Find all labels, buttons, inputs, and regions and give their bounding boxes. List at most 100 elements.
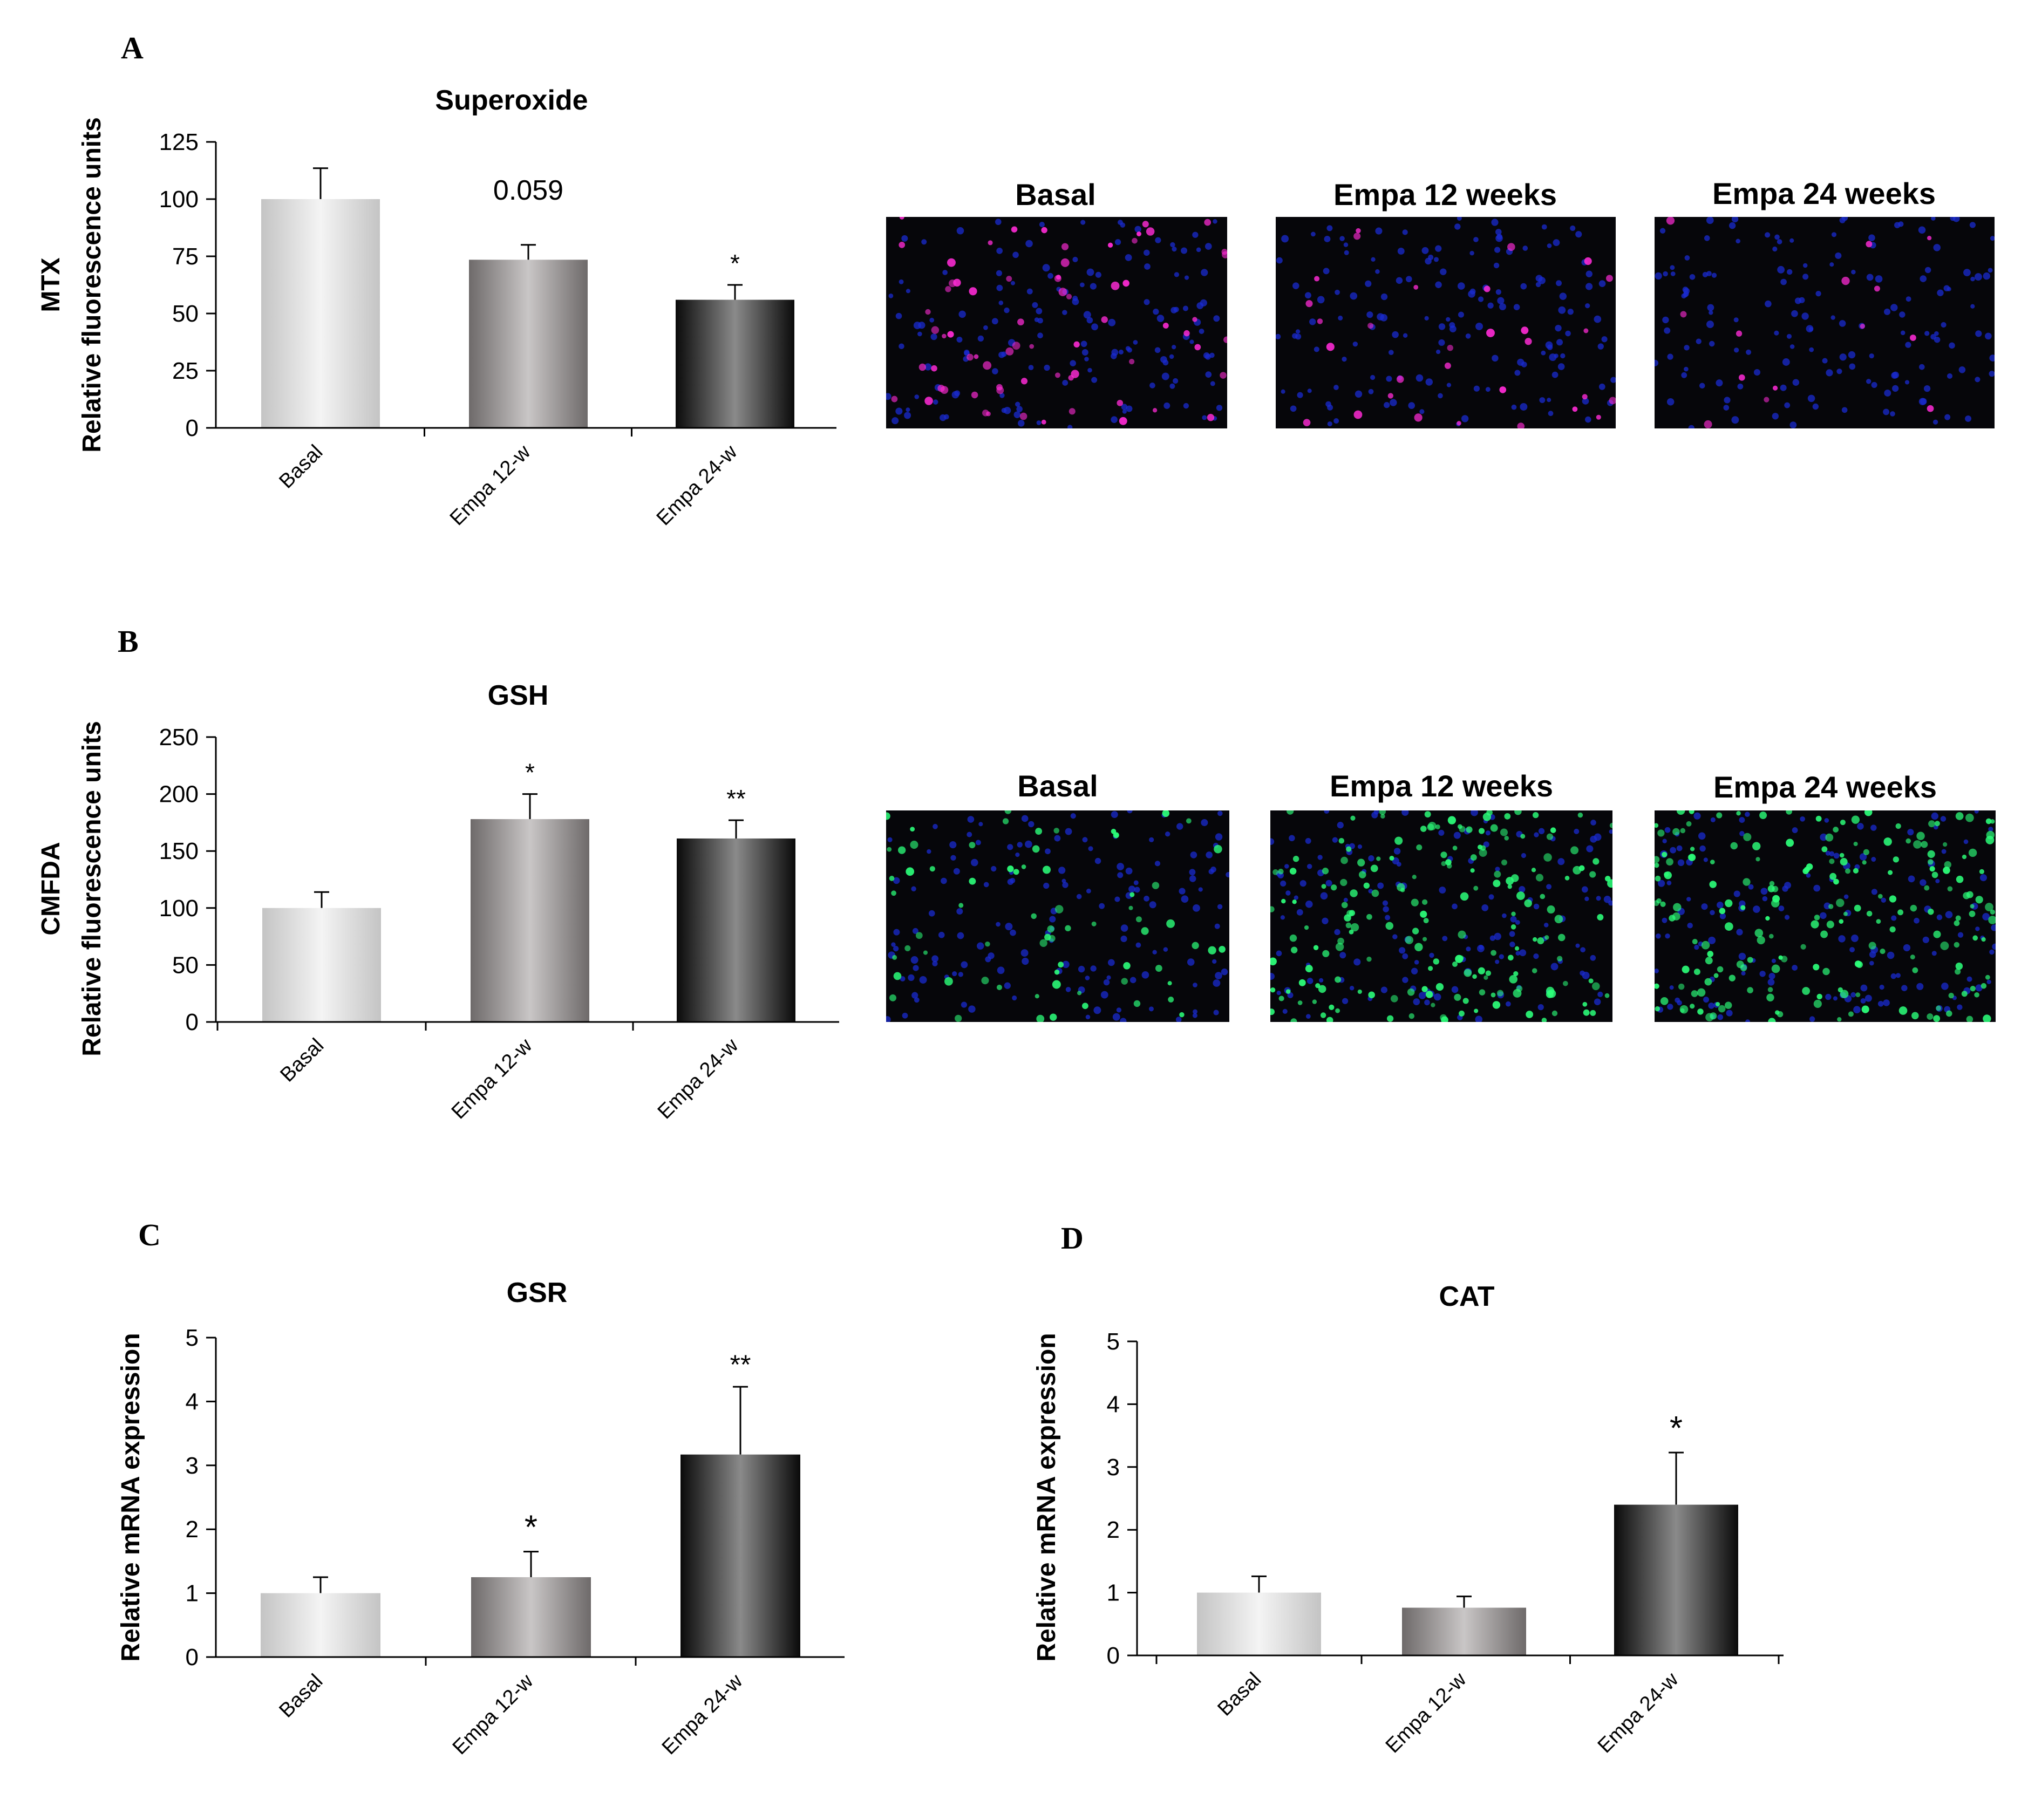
nucleus-dot [1860, 984, 1868, 992]
stained-cell-dot [1705, 957, 1713, 965]
nucleus-dot [1189, 875, 1196, 882]
y-tick-label-c-4: 4 [186, 1388, 199, 1415]
stained-cell-dot [906, 867, 915, 876]
nucleus-dot [1890, 973, 1897, 979]
stained-cell-dot [1781, 956, 1788, 963]
nucleus-dot [1789, 344, 1795, 349]
nucleus-dot [1741, 971, 1746, 976]
nucleus-dot [1025, 240, 1033, 248]
nucleus-dot [1711, 272, 1717, 278]
nucleus-dot [1339, 236, 1345, 241]
nucleus-dot [886, 1016, 891, 1022]
stained-cell-dot [1425, 991, 1433, 998]
nucleus-dot [1390, 399, 1397, 406]
nucleus-dot [950, 855, 956, 861]
stained-cell-dot [887, 847, 892, 852]
nucleus-dot [1494, 932, 1501, 940]
nucleus-dot [1806, 873, 1811, 878]
y-tick-label-c-0: 0 [186, 1644, 199, 1671]
stained-cell-dot [1278, 996, 1284, 1001]
y-tick-label-b-1: 50 [172, 952, 199, 978]
stained-cell-dot [1047, 925, 1054, 933]
stained-cell-dot [1520, 834, 1526, 839]
stained-cell-dot [1121, 978, 1128, 985]
nucleus-dot [1007, 844, 1013, 850]
stained-cell-dot [910, 841, 918, 849]
nucleus-dot [1944, 414, 1951, 420]
chart-title-a: Superoxide [435, 85, 588, 116]
x-tick-label-b-2: Empa 24-w [654, 1034, 743, 1123]
nucleus-dot [1120, 924, 1128, 932]
stained-cell-dot [1168, 996, 1174, 1003]
micro-title-a-12w: Empa 12 weeks [1333, 178, 1557, 212]
stained-cell-dot [1020, 378, 1028, 385]
nucleus-dot [1567, 309, 1574, 315]
nucleus-dot [1121, 404, 1128, 410]
nucleus-dot [1975, 984, 1983, 992]
nucleus-dot [1169, 383, 1175, 389]
stained-cell-dot [1728, 974, 1736, 981]
stained-cell-dot [1664, 871, 1669, 877]
nucleus-dot [1114, 896, 1120, 902]
nucleus-dot [1519, 949, 1527, 957]
nucleus-dot [1495, 289, 1502, 295]
stained-cell-dot [1041, 419, 1046, 425]
nucleus-dot [1812, 403, 1819, 410]
nucleus-dot [1497, 297, 1505, 304]
nucleus-dot [906, 407, 910, 412]
nucleus-dot [1597, 343, 1604, 350]
nucleus-dot [1728, 222, 1736, 229]
nucleus-dot [1365, 280, 1372, 287]
stained-cell-dot [1701, 940, 1710, 950]
y-tick-label-c-5: 5 [186, 1325, 199, 1351]
stained-cell-dot [1411, 898, 1419, 906]
nucleus-dot [1698, 832, 1706, 840]
nucleus-dot [1446, 383, 1452, 387]
stained-cell-dot [1054, 969, 1060, 975]
stained-cell-dot [1841, 276, 1850, 285]
y-tick-label-d-5: 5 [1107, 1328, 1120, 1355]
stained-cell-dot [1768, 933, 1774, 939]
stained-cell-dot [1219, 945, 1226, 953]
nucleus-dot [1319, 978, 1324, 983]
stained-cell-dot [1318, 985, 1326, 993]
nucleus-dot [1010, 877, 1016, 883]
stained-cell-dot [1564, 876, 1570, 881]
stained-cell-dot [1550, 827, 1556, 833]
nucleus-dot [1768, 973, 1775, 980]
nucleus-dot [1091, 323, 1098, 331]
stained-cell-dot [1470, 868, 1475, 873]
stained-cell-dot [1460, 892, 1469, 901]
stained-cell-dot [1192, 942, 1199, 950]
stained-cell-dot [1736, 811, 1741, 816]
nucleus-dot [1515, 920, 1520, 925]
nucleus-dot [1152, 950, 1157, 955]
stained-cell-dot [1420, 910, 1427, 918]
stained-cell-dot [1331, 884, 1337, 891]
nucleus-dot [904, 412, 911, 419]
nucleus-dot [1307, 388, 1312, 393]
nucleus-dot [1172, 247, 1177, 252]
stained-cell-dot [947, 331, 954, 338]
stained-cell-dot [1738, 374, 1745, 381]
stained-cell-dot [1719, 908, 1726, 915]
nucleus-dot [1072, 298, 1079, 305]
stained-cell-dot [1929, 866, 1935, 872]
nucleus-dot [1986, 979, 1991, 984]
stained-cell-dot [1431, 1003, 1435, 1007]
nucleus-dot [1704, 235, 1710, 241]
nucleus-dot [1495, 959, 1500, 964]
stained-cell-dot [1345, 922, 1352, 929]
nucleus-dot [977, 942, 984, 950]
stained-cell-dot [1441, 861, 1446, 867]
nucleus-dot [1539, 397, 1546, 404]
nucleus-dot [1662, 917, 1668, 923]
chart-cat: CAT Relative mRNA expression * 0 1 2 3 4 5 Basal E… [1032, 1281, 1784, 1757]
stained-cell-dot [1927, 850, 1935, 858]
nucleus-dot [1703, 857, 1708, 862]
nucleus-dot [1684, 255, 1690, 261]
nucleus-dot [1196, 247, 1201, 253]
nucleus-dot [1276, 333, 1281, 339]
stained-cell-dot [1786, 810, 1792, 815]
nucleus-dot [1353, 958, 1361, 966]
